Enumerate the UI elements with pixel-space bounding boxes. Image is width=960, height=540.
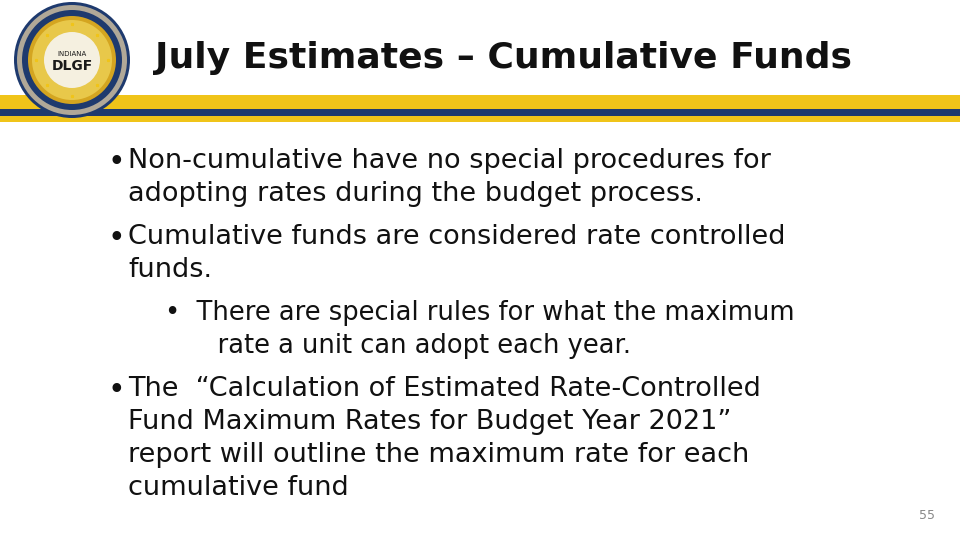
Text: •: • [108, 224, 126, 253]
Circle shape [28, 16, 116, 104]
Circle shape [14, 2, 130, 118]
Text: The  “Calculation of Estimated Rate-Controlled: The “Calculation of Estimated Rate-Contr… [128, 376, 761, 402]
Text: cumulative fund: cumulative fund [128, 475, 348, 501]
Text: rate a unit can adopt each year.: rate a unit can adopt each year. [185, 333, 631, 359]
Text: Non-cumulative have no special procedures for: Non-cumulative have no special procedure… [128, 148, 771, 174]
Text: •: • [108, 376, 126, 405]
Text: INDIANA: INDIANA [58, 51, 86, 57]
Bar [0, 95, 960, 109]
Text: •  There are special rules for what the maximum: • There are special rules for what the m… [165, 300, 795, 326]
Text: July Estimates – Cumulative Funds: July Estimates – Cumulative Funds [155, 41, 852, 75]
Text: 55: 55 [919, 509, 935, 522]
Text: •: • [108, 148, 126, 177]
Bar [0, 116, 960, 122]
Circle shape [17, 5, 127, 115]
Text: funds.: funds. [128, 257, 212, 283]
Text: Cumulative funds are considered rate controlled: Cumulative funds are considered rate con… [128, 224, 785, 250]
Text: report will outline the maximum rate for each: report will outline the maximum rate for… [128, 442, 749, 468]
Text: DLGF: DLGF [52, 59, 92, 73]
Circle shape [22, 10, 122, 110]
Text: Fund Maximum Rates for Budget Year 2021”: Fund Maximum Rates for Budget Year 2021” [128, 409, 732, 435]
Text: adopting rates during the budget process.: adopting rates during the budget process… [128, 181, 703, 207]
Circle shape [32, 20, 112, 100]
Bar [0, 109, 960, 116]
Circle shape [44, 32, 100, 88]
